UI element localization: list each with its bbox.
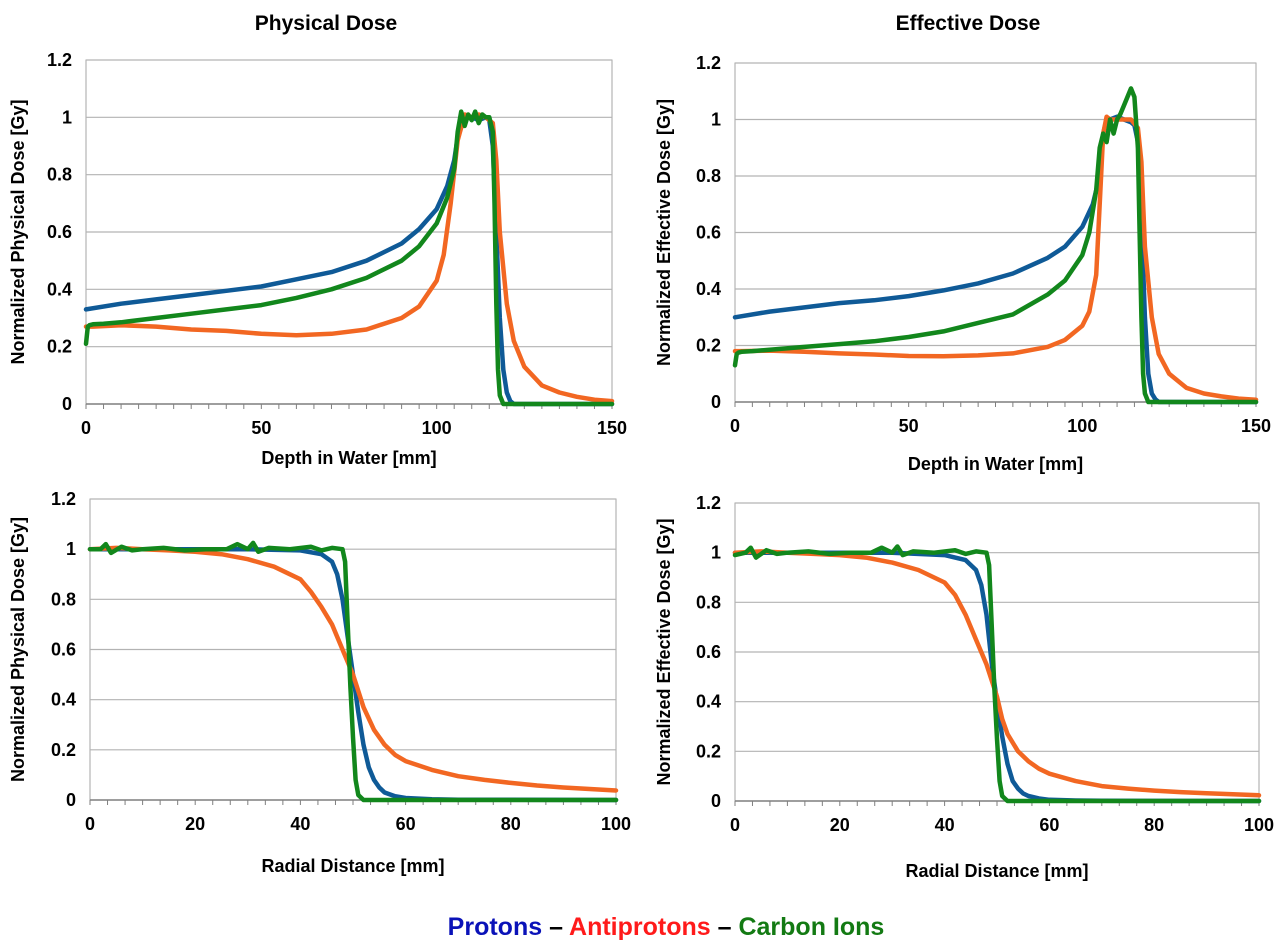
y-tick-label: 0.4 [696, 279, 721, 299]
y-tick-label: 0.4 [47, 279, 72, 299]
legend-separator: – [549, 913, 563, 940]
x-tick-label: 60 [396, 814, 416, 834]
series-line-carbon [732, 86, 1259, 405]
y-tick-label: 0.8 [696, 166, 721, 186]
chart-depth-effective: 0 0.2 0.4 0.6 0.8 1 1.2 0 50 100 150 Depth in Water… [654, 53, 1271, 474]
y-tick-label: 0 [711, 392, 721, 412]
legend-separator [542, 913, 549, 940]
x-tick-label: 20 [830, 815, 850, 835]
legend: Protons – Antiprotons – Carbon Ions [448, 913, 885, 940]
y-axis-label: Normalized Effective Dose [Gy] [654, 99, 674, 366]
x-tick-label: 60 [1039, 815, 1059, 835]
legend-carbon-ions: Carbon Ions [738, 913, 884, 940]
y-tick-label: 0.8 [47, 165, 72, 185]
y-tick-label: 0.2 [47, 337, 72, 357]
x-tick-label: 40 [290, 814, 310, 834]
x-axis-label: Depth in Water [mm] [261, 448, 436, 468]
legend-space [732, 913, 739, 940]
x-tick-label: 80 [1144, 815, 1164, 835]
legend-space [711, 913, 718, 940]
x-tick-label: 20 [185, 814, 205, 834]
x-tick-label: 40 [935, 815, 955, 835]
y-axis-label: Normalized Effective Dose [Gy] [654, 518, 674, 785]
series-line-carbon [83, 109, 615, 407]
chart-radial-physical: 0 0.2 0.4 0.6 0.8 1 1.2 0 20 40 60 80 100 Radial Dist… [8, 489, 631, 876]
chart-depth-physical: 0 0.2 0.4 0.6 0.8 1 1.2 0 50 100 150 Depth in Water… [8, 50, 627, 468]
y-tick-label: 1 [711, 110, 721, 130]
y-tick-label: 0 [711, 791, 721, 811]
legend-antiprotons: Antiprotons [569, 913, 711, 940]
y-tick-label: 0.8 [696, 592, 721, 612]
y-tick-label: 1.2 [47, 50, 72, 70]
x-tick-label: 0 [730, 815, 740, 835]
x-tick-label: 150 [597, 418, 627, 438]
x-tick-label: 0 [81, 418, 91, 438]
y-axis-label: Normalized Physical Dose [Gy] [8, 99, 28, 364]
x-axis-label: Depth in Water [mm] [908, 454, 1083, 474]
series-line-carbon [732, 544, 1262, 804]
x-tick-label: 100 [601, 814, 631, 834]
y-tick-label: 0.6 [47, 222, 72, 242]
y-tick-label: 1 [711, 543, 721, 563]
y-tick-label: 0 [62, 394, 72, 414]
x-tick-label: 0 [85, 814, 95, 834]
column-title-physical: Physical Dose [255, 12, 397, 35]
column-title-effective: Effective Dose [896, 12, 1041, 35]
y-tick-label: 0.6 [696, 642, 721, 662]
x-tick-label: 0 [730, 416, 740, 436]
y-tick-label: 1 [66, 539, 76, 559]
y-tick-label: 1.2 [696, 493, 721, 513]
y-tick-label: 1.2 [696, 53, 721, 73]
legend-separator: – [718, 913, 732, 940]
x-axis-label: Radial Distance [mm] [261, 856, 444, 876]
y-tick-label: 0.2 [696, 741, 721, 761]
y-tick-label: 0.8 [51, 589, 76, 609]
x-tick-label: 80 [501, 814, 521, 834]
series-line-antiprotons [87, 545, 619, 793]
x-tick-label: 100 [1244, 815, 1274, 835]
y-tick-label: 0.2 [696, 336, 721, 356]
series-line-carbon [87, 540, 619, 803]
y-tick-label: 0 [66, 790, 76, 810]
y-tick-label: 0.4 [696, 692, 721, 712]
y-tick-label: 1.2 [51, 489, 76, 509]
series-line-protons [83, 115, 615, 407]
series-line-antiprotons [732, 114, 1259, 402]
y-axis-label: Normalized Physical Dose [Gy] [8, 517, 28, 782]
y-tick-label: 0.4 [51, 690, 76, 710]
x-tick-label: 100 [1067, 416, 1097, 436]
x-tick-label: 100 [422, 418, 452, 438]
y-tick-label: 0.6 [51, 640, 76, 660]
chart-radial-effective: 0 0.2 0.4 0.6 0.8 1 1.2 0 20 40 60 80 100 Radial Dist… [654, 493, 1274, 881]
y-tick-label: 0.2 [51, 740, 76, 760]
series-line-protons [732, 114, 1259, 405]
x-tick-label: 150 [1241, 416, 1271, 436]
series-line-antiprotons [732, 549, 1262, 798]
y-tick-label: 0.6 [696, 223, 721, 243]
series-line-antiprotons [83, 112, 615, 404]
x-axis-label: Radial Distance [mm] [905, 861, 1088, 881]
x-tick-label: 50 [899, 416, 919, 436]
y-tick-label: 1 [62, 107, 72, 127]
x-tick-label: 50 [251, 418, 271, 438]
legend-protons: Protons [448, 913, 542, 940]
